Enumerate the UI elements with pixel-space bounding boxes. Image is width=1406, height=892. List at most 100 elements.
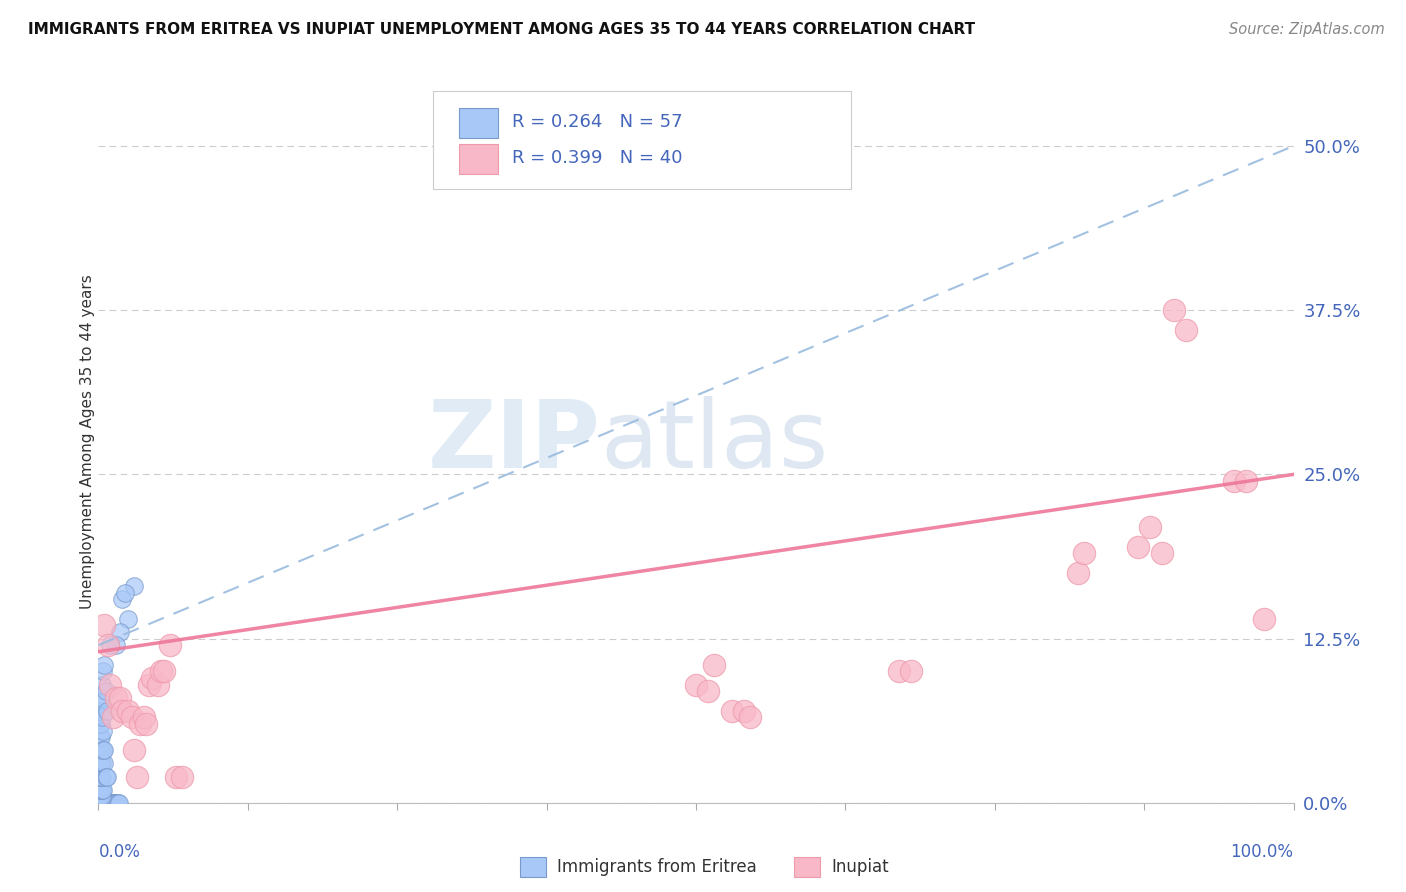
Text: R = 0.264   N = 57: R = 0.264 N = 57 bbox=[512, 113, 682, 131]
Point bbox=[96, 770, 118, 784]
Point bbox=[100, 796, 122, 810]
Point bbox=[1073, 546, 1095, 560]
Point bbox=[90, 796, 112, 810]
Point bbox=[121, 710, 143, 724]
Point bbox=[103, 796, 125, 810]
Point bbox=[105, 638, 128, 652]
Point bbox=[733, 704, 755, 718]
Point bbox=[94, 770, 117, 784]
Point bbox=[1139, 520, 1161, 534]
Point bbox=[135, 717, 157, 731]
Point bbox=[94, 684, 117, 698]
Text: Inupiat: Inupiat bbox=[831, 858, 889, 876]
Point bbox=[98, 796, 121, 810]
Point bbox=[89, 698, 111, 712]
Point bbox=[148, 677, 170, 691]
FancyBboxPatch shape bbox=[460, 108, 498, 138]
Point bbox=[153, 665, 176, 679]
Y-axis label: Unemployment Among Ages 35 to 44 years: Unemployment Among Ages 35 to 44 years bbox=[80, 274, 94, 609]
Point bbox=[89, 704, 111, 718]
Point bbox=[117, 612, 139, 626]
Point bbox=[138, 677, 160, 691]
FancyBboxPatch shape bbox=[460, 144, 498, 174]
Point bbox=[125, 770, 148, 784]
Point bbox=[93, 796, 115, 810]
Point bbox=[1223, 474, 1246, 488]
Point bbox=[159, 638, 181, 652]
Point bbox=[889, 665, 911, 679]
Point bbox=[114, 585, 136, 599]
Text: Source: ZipAtlas.com: Source: ZipAtlas.com bbox=[1229, 22, 1385, 37]
Point bbox=[89, 782, 111, 797]
Point bbox=[91, 796, 114, 810]
Point bbox=[124, 579, 146, 593]
Point bbox=[104, 796, 127, 810]
Point bbox=[90, 690, 112, 705]
Point bbox=[107, 796, 129, 810]
Point bbox=[90, 717, 112, 731]
Point bbox=[697, 684, 720, 698]
Point bbox=[89, 743, 111, 757]
Point bbox=[108, 625, 131, 640]
Point bbox=[165, 770, 187, 784]
Point bbox=[124, 743, 146, 757]
Point bbox=[107, 796, 129, 810]
FancyBboxPatch shape bbox=[433, 91, 852, 189]
Point bbox=[90, 756, 112, 771]
Point bbox=[117, 704, 139, 718]
Point bbox=[91, 796, 114, 810]
Point bbox=[97, 796, 120, 810]
Point bbox=[89, 717, 111, 731]
Point bbox=[91, 756, 114, 771]
Point bbox=[1128, 540, 1150, 554]
Point bbox=[101, 796, 124, 810]
Point bbox=[90, 782, 112, 797]
Text: R = 0.399   N = 40: R = 0.399 N = 40 bbox=[512, 149, 682, 168]
Point bbox=[108, 690, 131, 705]
Point bbox=[89, 730, 111, 744]
Point bbox=[105, 796, 128, 810]
Point bbox=[93, 657, 115, 672]
Point bbox=[93, 756, 115, 771]
Point bbox=[1163, 303, 1185, 318]
Point bbox=[105, 690, 128, 705]
Point bbox=[738, 710, 761, 724]
Point bbox=[1234, 474, 1257, 488]
Point bbox=[129, 717, 152, 731]
Point bbox=[97, 638, 120, 652]
Point bbox=[132, 710, 155, 724]
Point bbox=[94, 796, 117, 810]
Point bbox=[89, 756, 111, 771]
Text: IMMIGRANTS FROM ERITREA VS INUPIAT UNEMPLOYMENT AMONG AGES 35 TO 44 YEARS CORREL: IMMIGRANTS FROM ERITREA VS INUPIAT UNEMP… bbox=[28, 22, 976, 37]
Point bbox=[91, 770, 114, 784]
Point bbox=[90, 789, 112, 804]
Text: 100.0%: 100.0% bbox=[1230, 843, 1294, 861]
Point bbox=[1067, 566, 1090, 580]
Point bbox=[141, 671, 163, 685]
Text: 0.0%: 0.0% bbox=[98, 843, 141, 861]
Point bbox=[96, 704, 118, 718]
Point bbox=[721, 704, 744, 718]
Point bbox=[111, 592, 134, 607]
Point bbox=[91, 782, 114, 797]
Point bbox=[1253, 612, 1275, 626]
Point bbox=[1175, 323, 1198, 337]
Point bbox=[91, 789, 114, 804]
Point bbox=[91, 665, 114, 679]
Point bbox=[91, 710, 114, 724]
Point bbox=[98, 796, 122, 810]
Point bbox=[93, 618, 115, 632]
Point bbox=[900, 665, 922, 679]
Point bbox=[149, 665, 172, 679]
Point bbox=[89, 789, 111, 804]
Point bbox=[96, 796, 118, 810]
Point bbox=[91, 782, 114, 797]
Point bbox=[90, 743, 112, 757]
Point bbox=[90, 730, 112, 744]
Point bbox=[172, 770, 194, 784]
Point bbox=[91, 677, 114, 691]
Text: Immigrants from Eritrea: Immigrants from Eritrea bbox=[557, 858, 756, 876]
Point bbox=[98, 677, 122, 691]
Point bbox=[91, 723, 114, 738]
Point bbox=[111, 704, 134, 718]
